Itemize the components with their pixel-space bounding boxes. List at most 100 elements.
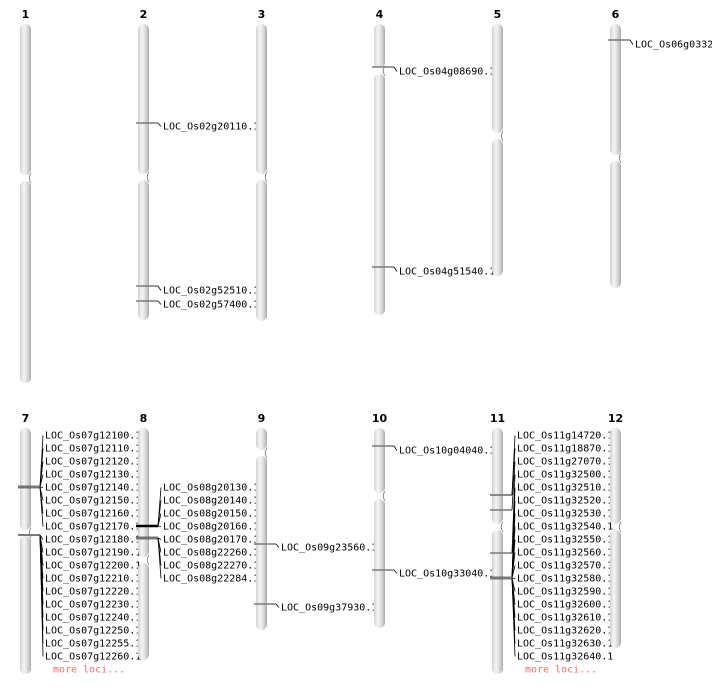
chromosome-9[interactable]: 9 LOC_Os09g23560.1 LOC_Os09g37930.1: [254, 412, 377, 630]
locus-label[interactable]: LOC_Os08g22270.1: [163, 561, 259, 572]
chromosome-arm-p: [492, 428, 503, 524]
chromosome-arm-p: [610, 24, 621, 155]
centromere-marker: [618, 521, 622, 533]
locus-label[interactable]: LOC_Os07g12240.1: [45, 613, 141, 624]
chromosome-11[interactable]: 11 LOC_Os11g14720.1 LOC_Os11g18870.1 LOC_Os…: [490, 412, 613, 676]
locus-label[interactable]: LOC_Os11g32550.1: [517, 535, 613, 546]
chromosome-arm-q: [256, 180, 267, 321]
more-loci-link[interactable]: more loci...: [53, 665, 125, 676]
locus-label[interactable]: LOC_Os07g12120.1: [45, 457, 141, 468]
locus-label[interactable]: LOC_Os11g32640.1: [517, 652, 613, 663]
locus-connector: [39, 486, 44, 527]
chromosome-number-10: 10: [372, 412, 388, 425]
chromosome-arm-p: [374, 428, 385, 493]
chromosome-arm-q: [374, 74, 385, 315]
locus-label[interactable]: LOC_Os11g32510.1: [517, 483, 613, 494]
more-loci-link[interactable]: more loci...: [525, 665, 597, 676]
chromosome-5[interactable]: 5: [492, 8, 504, 276]
chromosome-arm-p: [374, 24, 385, 68]
centromere-marker: [618, 152, 622, 164]
locus-label[interactable]: LOC_Os02g20110.1: [163, 122, 259, 133]
locus-label[interactable]: LOC_Os08g20140.1: [163, 496, 259, 507]
locus-label[interactable]: LOC_Os07g12200.1: [45, 561, 141, 572]
locus-label[interactable]: LOC_Os07g12170.1: [45, 522, 141, 533]
chromosome-6[interactable]: 6 LOC_Os06g03320.1: [608, 8, 712, 288]
locus-label[interactable]: LOC_Os10g04040.1: [399, 446, 495, 457]
locus-label[interactable]: LOC_Os07g12250.1: [45, 626, 141, 637]
locus-label[interactable]: LOC_Os04g08690.1: [399, 67, 495, 78]
locus-label[interactable]: LOC_Os07g12190.1: [45, 548, 141, 559]
locus-connector: [511, 461, 516, 511]
locus-label[interactable]: LOC_Os08g20150.1: [163, 509, 259, 520]
chromosome-arm-p: [610, 428, 621, 524]
locus-label[interactable]: LOC_Os11g32590.1: [517, 587, 613, 598]
chromosome-8[interactable]: 8 LOC_Os08g20130.1 LOC_Os08g20140.1 LOC_Os0…: [136, 412, 259, 660]
chromosome-arm-q: [610, 161, 621, 288]
locus-label[interactable]: LOC_Os08g22260.1: [163, 548, 259, 559]
locus-label[interactable]: LOC_Os11g32630.1: [517, 639, 613, 650]
locus-label[interactable]: LOC_Os11g32540.1: [517, 522, 613, 533]
chromosome-number-9: 9: [258, 412, 266, 425]
chromosome-arm-q: [256, 456, 267, 630]
chromosome-3[interactable]: 3: [256, 8, 268, 321]
locus-label[interactable]: LOC_Os11g14720.1: [517, 431, 613, 442]
locus-label[interactable]: LOC_Os07g12220.1: [45, 587, 141, 598]
locus-label[interactable]: LOC_Os07g12180.1: [45, 535, 141, 546]
locus-label[interactable]: LOC_Os11g32620.1: [517, 626, 613, 637]
locus-label[interactable]: LOC_Os09g23560.1: [281, 543, 377, 554]
chromosome-1[interactable]: 1: [20, 8, 32, 383]
locus-connector: [511, 474, 516, 554]
locus-label[interactable]: LOC_Os11g32560.1: [517, 548, 613, 559]
locus-label[interactable]: LOC_Os07g12255.1: [45, 639, 141, 650]
locus-label[interactable]: LOC_Os08g20170.1: [163, 535, 259, 546]
locus-label[interactable]: LOC_Os08g20130.1: [163, 483, 259, 494]
locus-connector: [393, 266, 398, 272]
chromosome-number-7: 7: [22, 412, 30, 425]
locus-label[interactable]: LOC_Os11g32610.1: [517, 613, 613, 624]
locus-connector: [39, 534, 44, 657]
locus-label[interactable]: LOC_Os02g52510.1: [163, 286, 259, 297]
locus-label[interactable]: LOC_Os06g03320.1: [635, 40, 712, 51]
chromosome-number-6: 6: [612, 8, 620, 21]
locus-label[interactable]: LOC_Os07g12260.1: [45, 652, 141, 663]
locus-connector: [393, 66, 398, 72]
locus-label[interactable]: LOC_Os11g32500.1: [517, 470, 613, 481]
chromosome-arm-p: [492, 24, 503, 133]
chromosome-arm-p: [138, 428, 149, 557]
chromosome-2[interactable]: 2 LOC_Os02g20110.1 LOC_Os02g52510.1 LOC_Os0…: [136, 8, 259, 320]
locus-label[interactable]: LOC_Os11g32580.1: [517, 574, 613, 585]
locus-label[interactable]: LOC_Os10g33040.1: [399, 569, 495, 580]
locus-label[interactable]: LOC_Os09g37930.1: [281, 603, 377, 614]
chromosome-4[interactable]: 4 LOC_Os04g08690.1 LOC_Os04g51540.1: [372, 8, 495, 315]
centromere-marker: [146, 554, 150, 566]
chromosome-arm-q: [138, 563, 149, 660]
locus-label[interactable]: LOC_Os11g32520.1: [517, 496, 613, 507]
locus-label[interactable]: LOC_Os07g12130.1: [45, 470, 141, 481]
centromere-marker: [500, 130, 504, 142]
locus-connector: [393, 569, 398, 574]
locus-label[interactable]: LOC_Os11g18870.1: [517, 444, 613, 455]
locus-label[interactable]: LOC_Os07g12230.1: [45, 600, 141, 611]
locus-label[interactable]: LOC_Os11g32530.1: [517, 509, 613, 520]
locus-label[interactable]: LOC_Os11g27070.1: [517, 457, 613, 468]
chromosome-number-5: 5: [494, 8, 502, 21]
chromosome-10[interactable]: 10 LOC_Os10g04040.1 LOC_Os10g33040.1: [372, 412, 495, 628]
locus-label[interactable]: LOC_Os07g12160.1: [45, 509, 141, 520]
locus-label[interactable]: LOC_Os07g12210.1: [45, 574, 141, 585]
locus-label[interactable]: LOC_Os11g32600.1: [517, 600, 613, 611]
locus-label[interactable]: LOC_Os07g12140.1: [45, 483, 141, 494]
locus-label[interactable]: LOC_Os07g12110.1: [45, 444, 141, 455]
locus-label[interactable]: LOC_Os11g32570.1: [517, 561, 613, 572]
centromere-marker: [264, 447, 268, 459]
chromosome-arm-p: [138, 24, 149, 174]
locus-label[interactable]: LOC_Os08g22284.1: [163, 574, 259, 585]
locus-label[interactable]: LOC_Os07g12150.1: [45, 496, 141, 507]
locus-label[interactable]: LOC_Os07g12100.1: [45, 431, 141, 442]
locus-label[interactable]: LOC_Os04g51540.1: [399, 267, 495, 278]
chromosome-7[interactable]: 7 LOC_Os07g12100.1 LOC_Os07g12110.1 LOC_Os0…: [18, 412, 141, 676]
locus-label[interactable]: LOC_Os02g57400.1: [163, 300, 259, 311]
centromere-marker: [500, 521, 504, 533]
chromosome-12[interactable]: 12: [608, 412, 623, 648]
locus-label[interactable]: LOC_Os08g20160.1: [163, 522, 259, 533]
